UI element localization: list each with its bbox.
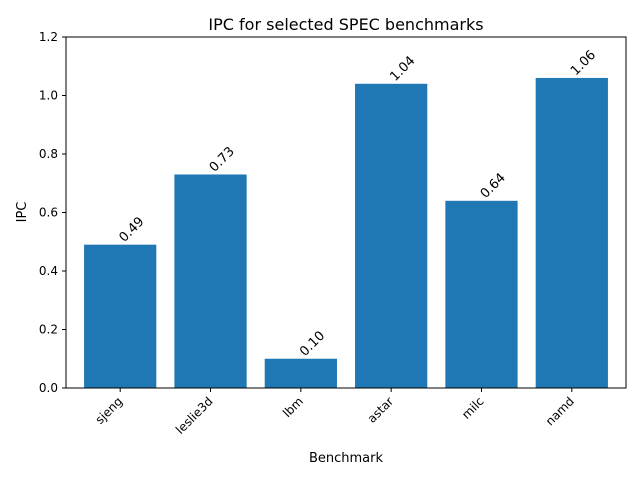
- y-tick-label: 0.8: [39, 147, 58, 161]
- y-axis: 0.0 0.2 0.4 0.6 0.8 1.0 1.2: [39, 30, 66, 395]
- y-tick-label: 1.0: [39, 89, 58, 103]
- bar-sjeng: [84, 244, 157, 388]
- y-tick-label: 0.2: [39, 323, 58, 337]
- bar-milc: [445, 200, 518, 388]
- y-axis-label: IPC: [15, 202, 30, 223]
- plot-frame: [65, 36, 627, 389]
- y-tick-label: 1.2: [39, 30, 58, 44]
- y-tick-label: 0.6: [39, 206, 58, 220]
- x-axis-label: Benchmark: [309, 451, 384, 466]
- bar-leslie3d: [174, 174, 247, 388]
- bars-group: [84, 77, 608, 389]
- bar-namd: [535, 77, 608, 388]
- chart-title: IPC for selected SPEC benchmarks: [208, 15, 483, 34]
- bar-lbm: [264, 358, 337, 388]
- bar-astar: [355, 83, 428, 389]
- y-tick-label: 0.0: [39, 381, 58, 395]
- y-tick-label: 0.4: [39, 264, 58, 278]
